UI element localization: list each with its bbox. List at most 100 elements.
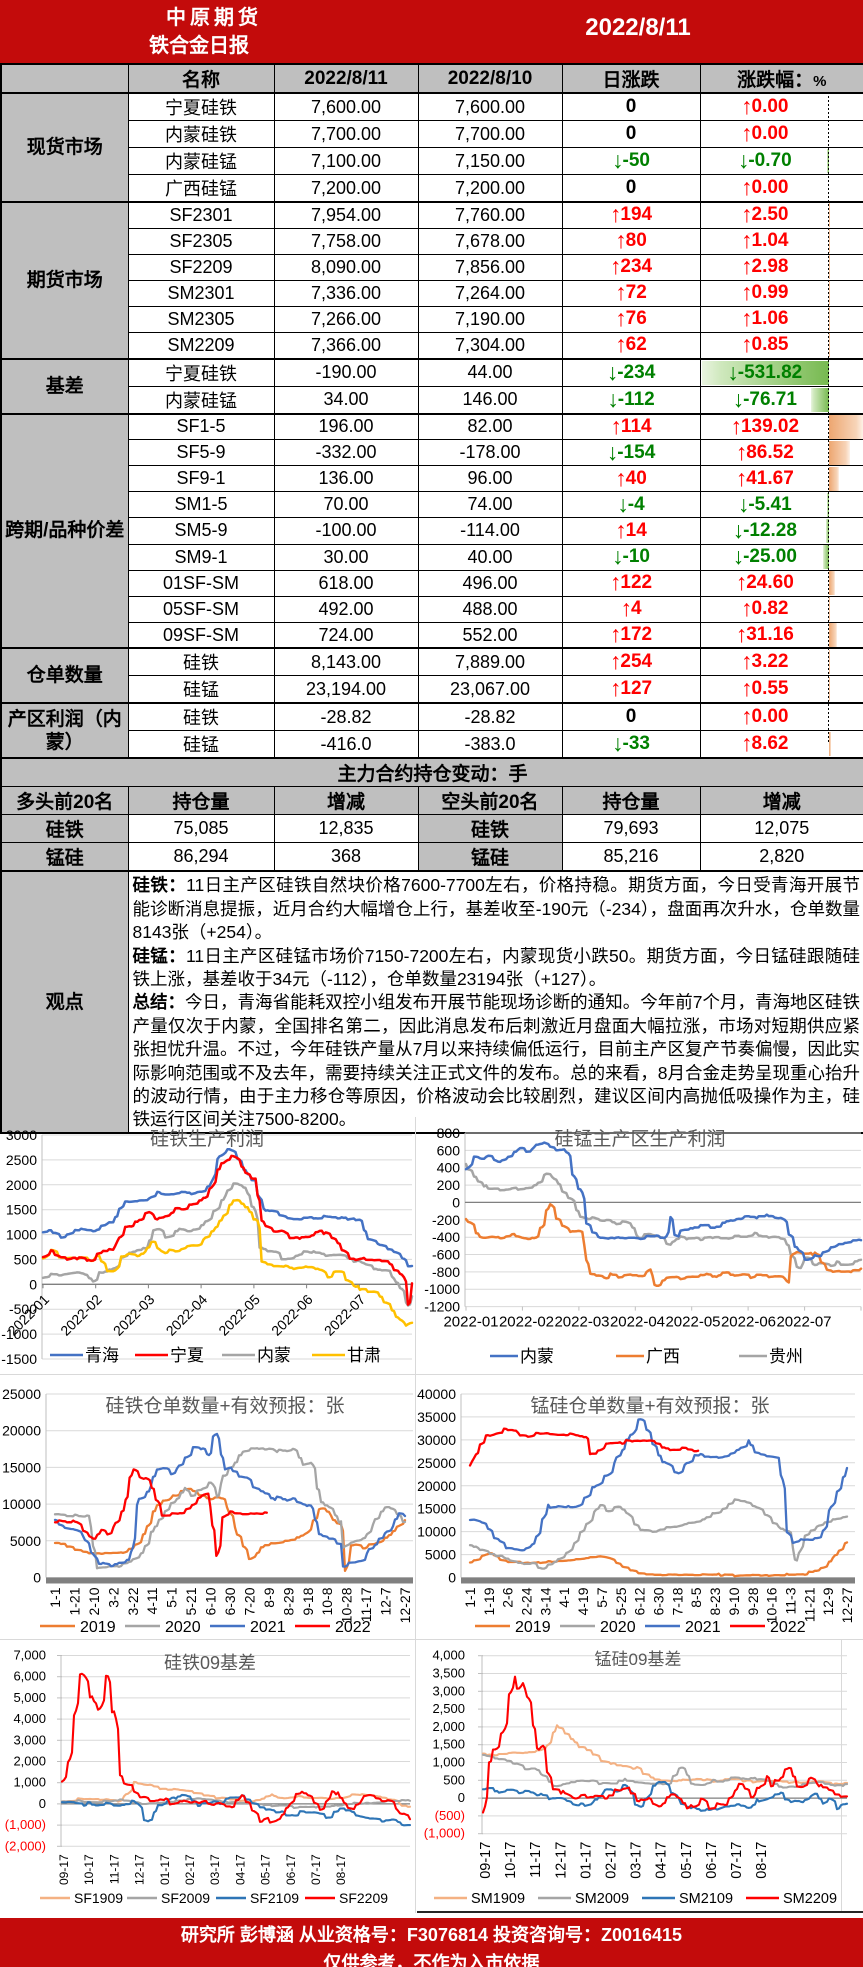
svg-text:1-19: 1-19 xyxy=(481,1587,497,1615)
svg-text:02-17: 02-17 xyxy=(183,1854,197,1885)
svg-text:5,000: 5,000 xyxy=(13,1690,46,1705)
svg-text:8-29: 8-29 xyxy=(280,1587,296,1615)
svg-text:07-17: 07-17 xyxy=(729,1842,745,1879)
svg-text:2000: 2000 xyxy=(6,1177,37,1193)
svg-text:10000: 10000 xyxy=(417,1524,456,1540)
svg-text:3-2: 3-2 xyxy=(105,1587,121,1607)
svg-text:-800: -800 xyxy=(432,1264,460,1280)
svg-text:7-20: 7-20 xyxy=(241,1587,257,1615)
svg-text:800: 800 xyxy=(437,1125,461,1141)
svg-text:01-17: 01-17 xyxy=(578,1842,594,1879)
svg-text:2022: 2022 xyxy=(335,1619,371,1636)
svg-text:15000: 15000 xyxy=(2,1459,41,1475)
svg-text:25000: 25000 xyxy=(417,1455,456,1471)
svg-text:11-17: 11-17 xyxy=(528,1842,544,1878)
svg-text:9-28: 9-28 xyxy=(745,1587,761,1615)
svg-text:4-1: 4-1 xyxy=(556,1587,572,1607)
svg-text:2022-07: 2022-07 xyxy=(776,1314,831,1331)
svg-text:SF2009: SF2009 xyxy=(161,1890,210,1906)
svg-text:2022-01: 2022-01 xyxy=(443,1314,498,1331)
svg-text:7,000: 7,000 xyxy=(13,1648,46,1663)
svg-text:2022-06: 2022-06 xyxy=(268,1291,316,1339)
svg-text:-1000: -1000 xyxy=(1,1326,37,1342)
svg-text:硅铁仓单数量+有效预报：张: 硅铁仓单数量+有效预报：张 xyxy=(105,1395,344,1417)
svg-text:SM2009: SM2009 xyxy=(575,1891,629,1907)
svg-text:10-8: 10-8 xyxy=(319,1587,335,1615)
svg-text:(2,000): (2,000) xyxy=(5,1838,46,1853)
svg-text:3,000: 3,000 xyxy=(13,1732,46,1747)
svg-text:1-1: 1-1 xyxy=(47,1587,63,1607)
svg-text:0: 0 xyxy=(33,1570,41,1586)
svg-text:2022-02: 2022-02 xyxy=(57,1291,105,1339)
svg-text:11-17: 11-17 xyxy=(358,1587,374,1622)
svg-text:1,000: 1,000 xyxy=(13,1775,46,1790)
svg-text:1000: 1000 xyxy=(6,1227,37,1243)
svg-text:SM1909: SM1909 xyxy=(471,1891,525,1907)
svg-text:甘肃: 甘肃 xyxy=(347,1346,381,1365)
svg-text:内蒙: 内蒙 xyxy=(257,1346,291,1365)
svg-text:20000: 20000 xyxy=(2,1423,41,1439)
svg-text:(1,000): (1,000) xyxy=(5,1817,46,1832)
svg-text:30000: 30000 xyxy=(417,1432,456,1448)
svg-text:5-21: 5-21 xyxy=(183,1587,199,1615)
svg-text:2019: 2019 xyxy=(515,1619,551,1636)
svg-text:2-24: 2-24 xyxy=(519,1587,535,1615)
svg-text:0: 0 xyxy=(458,1790,465,1805)
svg-text:6,000: 6,000 xyxy=(13,1669,46,1684)
svg-text:5000: 5000 xyxy=(10,1533,41,1549)
svg-text:3-22: 3-22 xyxy=(125,1587,141,1615)
svg-text:2022: 2022 xyxy=(770,1619,806,1636)
svg-text:12-27: 12-27 xyxy=(397,1587,413,1623)
svg-text:硅铁09基差: 硅铁09基差 xyxy=(164,1653,256,1673)
svg-text:12-27: 12-27 xyxy=(839,1587,855,1623)
svg-text:03-17: 03-17 xyxy=(629,1842,645,1879)
svg-text:SF2209: SF2209 xyxy=(339,1890,388,1906)
svg-text:SF2109: SF2109 xyxy=(250,1890,299,1906)
svg-text:6-30: 6-30 xyxy=(651,1587,667,1615)
svg-text:0: 0 xyxy=(448,1570,456,1586)
svg-text:4,000: 4,000 xyxy=(13,1711,46,1726)
svg-text:(500): (500) xyxy=(435,1808,465,1823)
svg-text:2022-06: 2022-06 xyxy=(721,1314,776,1331)
svg-text:0: 0 xyxy=(452,1194,460,1210)
svg-text:3-14: 3-14 xyxy=(537,1587,553,1615)
svg-text:200: 200 xyxy=(437,1177,461,1193)
svg-text:8-23: 8-23 xyxy=(707,1587,723,1615)
svg-text:硅锰主产区生产利润: 硅锰主产区生产利润 xyxy=(554,1128,725,1150)
svg-text:2,500: 2,500 xyxy=(432,1701,465,1716)
svg-text:9-18: 9-18 xyxy=(300,1587,316,1615)
svg-text:2021: 2021 xyxy=(685,1619,721,1636)
svg-text:6-10: 6-10 xyxy=(203,1587,219,1615)
svg-text:2022-04: 2022-04 xyxy=(610,1314,665,1331)
svg-text:600: 600 xyxy=(437,1142,461,1158)
svg-text:06-17: 06-17 xyxy=(704,1842,720,1879)
svg-text:12-7: 12-7 xyxy=(378,1587,394,1615)
svg-text:-200: -200 xyxy=(432,1212,460,1228)
svg-text:3,000: 3,000 xyxy=(432,1683,465,1698)
svg-text:SM2109: SM2109 xyxy=(679,1891,733,1907)
svg-text:2020: 2020 xyxy=(165,1619,201,1636)
svg-text:20000: 20000 xyxy=(417,1478,456,1494)
svg-text:11-17: 11-17 xyxy=(107,1854,121,1884)
svg-text:2-6: 2-6 xyxy=(500,1587,516,1607)
svg-text:9-10: 9-10 xyxy=(726,1587,742,1615)
svg-text:05-17: 05-17 xyxy=(259,1854,273,1885)
svg-text:2020: 2020 xyxy=(600,1619,636,1636)
svg-text:3000: 3000 xyxy=(6,1127,37,1143)
svg-text:2,000: 2,000 xyxy=(432,1719,465,1734)
svg-text:5-7: 5-7 xyxy=(594,1587,610,1607)
svg-text:2500: 2500 xyxy=(6,1152,37,1168)
svg-text:-1500: -1500 xyxy=(1,1351,37,1367)
svg-text:2022-04: 2022-04 xyxy=(163,1291,211,1339)
svg-text:11-21: 11-21 xyxy=(801,1587,817,1622)
svg-text:03-17: 03-17 xyxy=(208,1854,222,1885)
svg-text:12-9: 12-9 xyxy=(820,1587,836,1615)
svg-text:8-9: 8-9 xyxy=(261,1587,277,1607)
svg-text:11-3: 11-3 xyxy=(782,1587,798,1614)
svg-text:05-17: 05-17 xyxy=(679,1842,695,1879)
svg-text:10-16: 10-16 xyxy=(764,1587,780,1623)
svg-text:09-17: 09-17 xyxy=(57,1854,71,1885)
svg-text:SF1909: SF1909 xyxy=(74,1890,123,1906)
svg-text:2,000: 2,000 xyxy=(13,1754,46,1769)
svg-text:贵州: 贵州 xyxy=(769,1347,803,1366)
